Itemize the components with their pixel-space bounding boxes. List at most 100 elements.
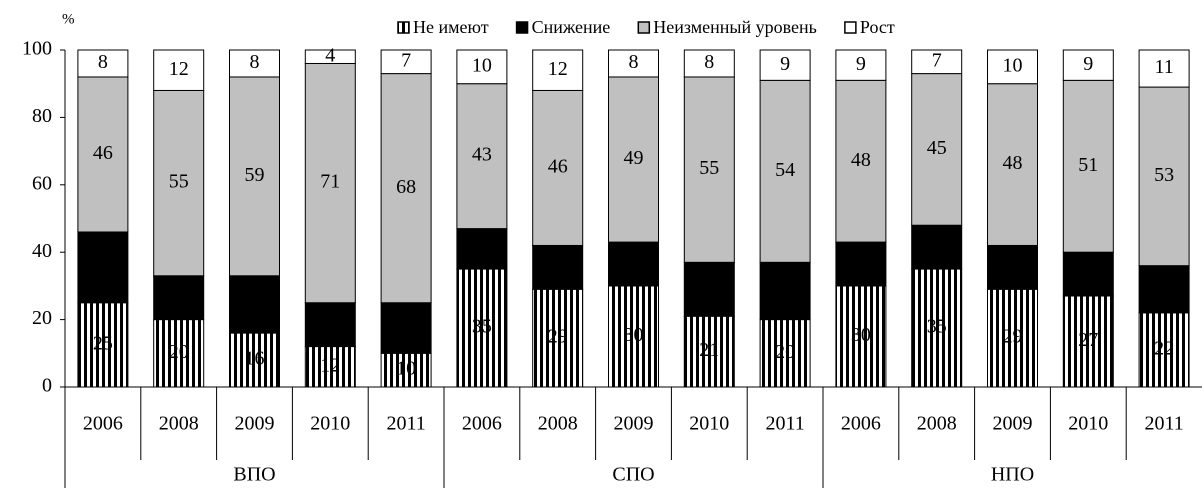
bar-segment bbox=[1138, 312, 1190, 388]
data-label: 43 bbox=[472, 144, 492, 166]
data-label: 21 bbox=[699, 339, 719, 361]
bar-segment bbox=[759, 319, 811, 388]
data-label: 12 bbox=[472, 236, 492, 258]
bar-segment bbox=[987, 83, 1038, 246]
bar-segment bbox=[456, 49, 508, 85]
bar-segment bbox=[1062, 79, 1114, 253]
data-label: 17 bbox=[775, 279, 795, 301]
data-label: 30 bbox=[624, 324, 644, 346]
data-label: 49 bbox=[624, 147, 644, 169]
bar-segment bbox=[608, 76, 659, 243]
legend-label: Не имеют bbox=[413, 17, 489, 37]
bar-segment bbox=[153, 49, 205, 91]
bar-segment bbox=[380, 49, 432, 75]
y-axis-label: % bbox=[62, 11, 75, 27]
bar-segment bbox=[304, 49, 356, 64]
bar-segment bbox=[835, 49, 887, 81]
bar-segment bbox=[77, 76, 129, 233]
data-label: 55 bbox=[699, 157, 719, 179]
data-label: 10 bbox=[472, 54, 492, 76]
bar-segment bbox=[683, 49, 735, 78]
x-tick-label: 2008 bbox=[917, 413, 957, 435]
bar-segment bbox=[1138, 49, 1190, 88]
data-label: 35 bbox=[472, 316, 492, 338]
bar-segment bbox=[1062, 251, 1114, 297]
data-label: 53 bbox=[1154, 164, 1174, 186]
bar-segment bbox=[683, 315, 735, 388]
data-label: 22 bbox=[1154, 338, 1174, 360]
data-label: 20 bbox=[775, 341, 795, 363]
x-tick-label: 2009 bbox=[614, 413, 654, 435]
y-tick-label: 60 bbox=[32, 172, 52, 194]
y-tick-label: 80 bbox=[32, 105, 52, 127]
data-label: 13 bbox=[548, 255, 568, 277]
bar-segment bbox=[759, 261, 811, 321]
data-label: 54 bbox=[775, 159, 795, 181]
data-label: 30 bbox=[851, 324, 871, 346]
bar-segment bbox=[911, 268, 963, 388]
x-tick-label: 2009 bbox=[235, 413, 275, 435]
data-label: 51 bbox=[1078, 154, 1098, 176]
data-label: 46 bbox=[93, 142, 113, 164]
bar-segment bbox=[1062, 49, 1114, 81]
x-tick-label: 2010 bbox=[689, 413, 729, 435]
bar-segment bbox=[532, 89, 584, 246]
data-label: 14 bbox=[1154, 277, 1174, 299]
bar-segment bbox=[759, 49, 811, 81]
bar-segment bbox=[683, 76, 735, 263]
legend-swatch bbox=[637, 21, 651, 34]
y-tick-label: 100 bbox=[22, 38, 52, 60]
data-label: 68 bbox=[396, 176, 416, 198]
x-tick-label: 2008 bbox=[538, 413, 578, 435]
legend-label: Неизменный уровень bbox=[653, 17, 817, 37]
data-label: 59 bbox=[245, 164, 265, 186]
data-label: 27 bbox=[1078, 329, 1098, 351]
x-tick-label: 2011 bbox=[386, 413, 425, 435]
x-tick-label: 2010 bbox=[1068, 413, 1108, 435]
data-label: 35 bbox=[927, 316, 947, 338]
data-label: 29 bbox=[1003, 326, 1023, 348]
data-label: 15 bbox=[396, 316, 416, 338]
legend-label: Рост bbox=[860, 17, 895, 37]
data-label: 9 bbox=[856, 53, 866, 75]
bar-segment bbox=[380, 352, 432, 388]
bar-segment bbox=[380, 73, 432, 304]
data-label: 16 bbox=[245, 348, 265, 370]
x-tick-label: 2011 bbox=[1144, 413, 1183, 435]
legend-label: Снижение bbox=[532, 17, 611, 37]
legend-swatch bbox=[844, 21, 857, 34]
data-label: 13 bbox=[320, 312, 340, 334]
bar-segment bbox=[608, 241, 659, 287]
legend-swatch bbox=[515, 21, 529, 34]
bar-segment bbox=[77, 49, 129, 78]
data-label: 17 bbox=[245, 292, 265, 314]
bar-segment bbox=[532, 288, 584, 388]
x-tick-label: 2009 bbox=[993, 413, 1033, 435]
bar-segment bbox=[911, 73, 963, 226]
bar-segment bbox=[304, 62, 356, 304]
bar-segment bbox=[1138, 86, 1190, 267]
data-label: 12 bbox=[548, 58, 568, 80]
bar-segment bbox=[380, 302, 432, 354]
bar-segment bbox=[1138, 265, 1190, 314]
bar-segment bbox=[835, 241, 887, 287]
x-tick-label: 2006 bbox=[83, 413, 123, 435]
data-label: 48 bbox=[851, 149, 871, 171]
data-label: 7 bbox=[401, 49, 411, 71]
legend-swatch bbox=[397, 21, 410, 34]
y-tick-label: 40 bbox=[32, 240, 52, 262]
bar-segment bbox=[229, 275, 280, 334]
x-tick-label: 2006 bbox=[462, 413, 502, 435]
data-label: 55 bbox=[169, 171, 189, 193]
data-label: 71 bbox=[320, 171, 340, 193]
group-label: ВПО bbox=[233, 464, 275, 486]
data-label: 13 bbox=[624, 252, 644, 274]
data-label: 8 bbox=[629, 51, 639, 73]
bar-segment bbox=[153, 89, 205, 277]
data-label: 16 bbox=[699, 277, 719, 299]
bar-segment bbox=[759, 79, 811, 263]
data-label: 13 bbox=[1078, 262, 1098, 284]
data-label: 9 bbox=[1083, 53, 1093, 75]
bar-segment bbox=[532, 49, 584, 91]
